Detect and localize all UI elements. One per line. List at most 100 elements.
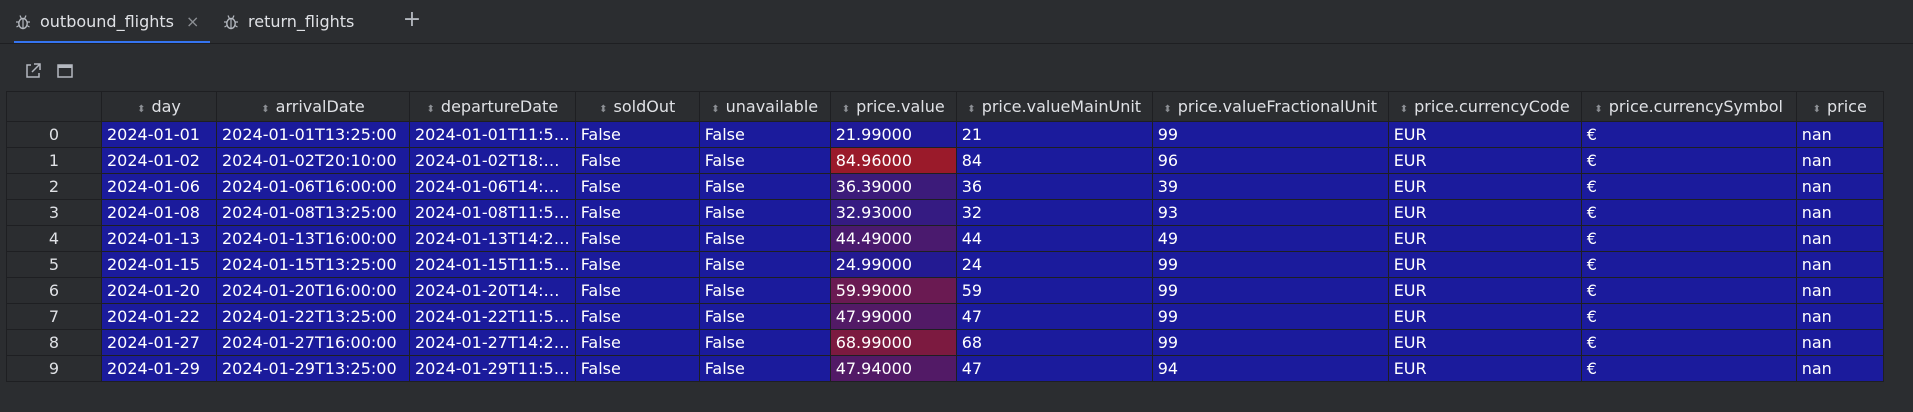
table-cell-price-value[interactable]: 24.99000: [829, 251, 957, 278]
row-index-cell[interactable]: 9: [6, 355, 102, 382]
sort-icon[interactable]: ⬍: [841, 104, 851, 115]
table-cell-price[interactable]: nan: [1795, 225, 1884, 252]
table-cell-price-value[interactable]: 21.99000: [829, 121, 957, 148]
table-cell-price-currencySymbol[interactable]: €: [1580, 251, 1797, 278]
table-cell-arrivalDate[interactable]: 2024-01-15T13:25:00: [216, 251, 410, 278]
table-row[interactable]: 2 2024-01-06 2024-01-06T16:00:00 2024-01-06…: [6, 173, 1884, 200]
row-index-cell[interactable]: 6: [6, 277, 102, 304]
table-cell-departureDate[interactable]: 2024-01-20T14:…: [409, 277, 576, 304]
table-cell-day[interactable]: 2024-01-27: [101, 329, 217, 356]
table-row[interactable]: 8 2024-01-27 2024-01-27T16:00:00 2024-01-27…: [6, 329, 1884, 356]
sort-icon[interactable]: ⬍: [1594, 104, 1603, 115]
table-row[interactable]: 9 2024-01-29 2024-01-29T13:25:00 2024-01-29…: [6, 355, 1884, 382]
table-cell-price-valueFractionalUnit[interactable]: 39: [1151, 173, 1389, 200]
table-cell-price-valueMainUnit[interactable]: 59: [955, 277, 1153, 304]
table-cell-price-currencySymbol[interactable]: €: [1580, 199, 1797, 226]
table-row[interactable]: 3 2024-01-08 2024-01-08T13:25:00 2024-01-08…: [6, 199, 1884, 226]
table-cell-departureDate[interactable]: 2024-01-08T11:5…: [409, 199, 576, 226]
table-cell-price[interactable]: nan: [1795, 121, 1884, 148]
table-cell-soldOut[interactable]: False: [574, 277, 700, 304]
table-cell-arrivalDate[interactable]: 2024-01-29T13:25:00: [216, 355, 410, 382]
sort-icon[interactable]: ⬍: [426, 104, 435, 115]
row-index-cell[interactable]: 4: [6, 225, 102, 252]
table-cell-price-currencyCode[interactable]: EUR: [1387, 303, 1582, 330]
sort-icon[interactable]: ⬍: [599, 104, 608, 115]
table-cell-unavailable[interactable]: False: [698, 251, 831, 278]
table-cell-price-valueFractionalUnit[interactable]: 99: [1151, 251, 1389, 278]
table-cell-price[interactable]: nan: [1795, 173, 1884, 200]
table-cell-departureDate[interactable]: 2024-01-29T11:5…: [409, 355, 576, 382]
close-icon[interactable]: ×: [186, 12, 200, 31]
table-cell-departureDate[interactable]: 2024-01-06T14:…: [409, 173, 576, 200]
table-cell-price[interactable]: nan: [1795, 147, 1884, 174]
table-cell-price-valueMainUnit[interactable]: 44: [955, 225, 1153, 252]
table-cell-day[interactable]: 2024-01-02: [101, 147, 217, 174]
table-cell-day[interactable]: 2024-01-29: [101, 355, 217, 382]
table-cell-soldOut[interactable]: False: [574, 225, 700, 252]
table-cell-price-currencyCode[interactable]: EUR: [1387, 121, 1582, 148]
table-cell-price-currencyCode[interactable]: EUR: [1387, 147, 1582, 174]
table-cell-price-valueFractionalUnit[interactable]: 93: [1151, 199, 1389, 226]
table-cell-price-currencyCode[interactable]: EUR: [1387, 225, 1582, 252]
table-cell-unavailable[interactable]: False: [698, 199, 831, 226]
row-index-cell[interactable]: 2: [6, 173, 102, 200]
table-cell-price-value[interactable]: 47.99000: [829, 303, 957, 330]
table-cell-price[interactable]: nan: [1795, 355, 1884, 382]
table-cell-price-valueMainUnit[interactable]: 47: [955, 303, 1153, 330]
index-header-cell[interactable]: [6, 91, 102, 122]
table-cell-price-value[interactable]: 59.99000: [829, 277, 957, 304]
table-cell-unavailable[interactable]: False: [698, 225, 831, 252]
table-cell-departureDate[interactable]: 2024-01-01T11:5…: [409, 121, 576, 148]
table-row[interactable]: 1 2024-01-02 2024-01-02T20:10:00 2024-01-02…: [6, 147, 1884, 174]
sort-icon[interactable]: ⬍: [261, 104, 270, 115]
table-cell-day[interactable]: 2024-01-22: [101, 303, 217, 330]
table-cell-price[interactable]: nan: [1795, 251, 1884, 278]
table-cell-departureDate[interactable]: 2024-01-22T11:5…: [409, 303, 576, 330]
table-cell-price[interactable]: nan: [1795, 303, 1884, 330]
table-cell-price-currencySymbol[interactable]: €: [1580, 303, 1797, 330]
table-cell-day[interactable]: 2024-01-01: [101, 121, 217, 148]
table-cell-price-value[interactable]: 47.94000: [829, 355, 957, 382]
table-cell-arrivalDate[interactable]: 2024-01-02T20:10:00: [216, 147, 410, 174]
column-header-price-currencySymbol[interactable]: ⬍ price.currencySymbol: [1580, 91, 1797, 122]
table-cell-arrivalDate[interactable]: 2024-01-27T16:00:00: [216, 329, 410, 356]
table-cell-arrivalDate[interactable]: 2024-01-13T16:00:00: [216, 225, 410, 252]
table-cell-arrivalDate[interactable]: 2024-01-22T13:25:00: [216, 303, 410, 330]
table-cell-price-currencyCode[interactable]: EUR: [1387, 251, 1582, 278]
table-cell-unavailable[interactable]: False: [698, 277, 831, 304]
sort-icon[interactable]: ⬍: [1812, 104, 1821, 115]
table-cell-soldOut[interactable]: False: [574, 173, 700, 200]
table-cell-price-currencyCode[interactable]: EUR: [1387, 173, 1582, 200]
column-header-unavailable[interactable]: ⬍ unavailable: [698, 91, 831, 122]
table-cell-unavailable[interactable]: False: [698, 173, 831, 200]
table-cell-price[interactable]: nan: [1795, 199, 1884, 226]
column-header-price-valueMainUnit[interactable]: ⬍ price.valueMainUnit: [955, 91, 1153, 122]
table-cell-price-valueFractionalUnit[interactable]: 99: [1151, 277, 1389, 304]
table-cell-price-valueMainUnit[interactable]: 47: [955, 355, 1153, 382]
table-cell-price[interactable]: nan: [1795, 277, 1884, 304]
sort-icon[interactable]: ⬍: [137, 104, 146, 115]
column-header-price-valueFractionalUnit[interactable]: ⬍ price.valueFractionalUnit: [1151, 91, 1389, 122]
table-cell-arrivalDate[interactable]: 2024-01-01T13:25:00: [216, 121, 410, 148]
table-cell-soldOut[interactable]: False: [574, 199, 700, 226]
table-cell-soldOut[interactable]: False: [574, 147, 700, 174]
table-cell-day[interactable]: 2024-01-08: [101, 199, 217, 226]
table-row[interactable]: 6 2024-01-20 2024-01-20T16:00:00 2024-01-20…: [6, 277, 1884, 304]
column-header-soldOut[interactable]: ⬍ soldOut: [574, 91, 700, 122]
table-cell-price-currencySymbol[interactable]: €: [1580, 355, 1797, 382]
table-row[interactable]: 7 2024-01-22 2024-01-22T13:25:00 2024-01-22…: [6, 303, 1884, 330]
table-row[interactable]: 0 2024-01-01 2024-01-01T13:25:00 2024-01-01…: [6, 121, 1884, 148]
tab-return-flights[interactable]: return_flights: [222, 0, 372, 43]
table-cell-price-value[interactable]: 36.39000: [829, 173, 957, 200]
table-cell-price-valueFractionalUnit[interactable]: 49: [1151, 225, 1389, 252]
column-header-arrivalDate[interactable]: ⬍ arrivalDate: [216, 91, 410, 122]
table-cell-price-currencySymbol[interactable]: €: [1580, 173, 1797, 200]
column-header-price-currencyCode[interactable]: ⬍ price.currencyCode: [1387, 91, 1582, 122]
table-cell-price-value[interactable]: 44.49000: [829, 225, 957, 252]
table-cell-price-valueMainUnit[interactable]: 32: [955, 199, 1153, 226]
table-cell-price-valueMainUnit[interactable]: 24: [955, 251, 1153, 278]
row-index-cell[interactable]: 1: [6, 147, 102, 174]
table-cell-price-valueMainUnit[interactable]: 68: [955, 329, 1153, 356]
open-in-new-window-icon[interactable]: [23, 61, 43, 81]
column-header-departureDate[interactable]: ⬍ departureDate: [409, 91, 576, 122]
